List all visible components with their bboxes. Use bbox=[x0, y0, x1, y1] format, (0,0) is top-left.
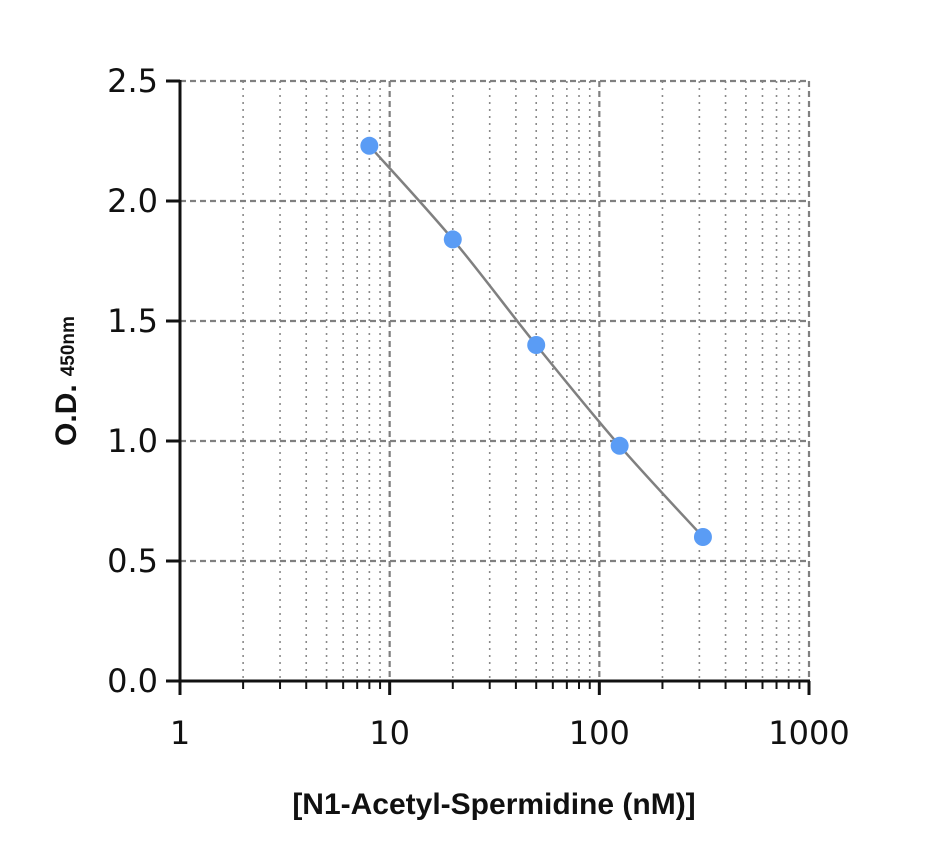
data-point bbox=[610, 436, 629, 455]
y-tick-label: 0.5 bbox=[107, 542, 158, 580]
y-tick-label: 0.0 bbox=[107, 662, 158, 700]
grid-lines bbox=[180, 79, 811, 681]
y-axis-title-group: O.D. 450nm bbox=[50, 316, 83, 446]
x-tick-label: 1 bbox=[170, 714, 190, 752]
y-tick-label: 2.0 bbox=[107, 182, 158, 220]
svg-text:O.D.450nm: O.D. 450nm bbox=[50, 316, 83, 446]
x-tick-label: 10 bbox=[369, 714, 410, 752]
data-points bbox=[360, 136, 712, 546]
data-point bbox=[693, 528, 712, 546]
x-tick-label: 1000 bbox=[768, 714, 849, 752]
y-axis-title: O.D. bbox=[50, 384, 83, 446]
data-point bbox=[443, 230, 462, 249]
y-tick-label: 2.5 bbox=[107, 62, 158, 100]
y-tick-label: 1.0 bbox=[107, 422, 158, 460]
data-point bbox=[527, 336, 546, 354]
axes bbox=[178, 80, 810, 683]
x-axis-title: [N1-Acetyl-Spermidine (nM)] bbox=[292, 788, 695, 821]
tick-labels: 1 10 100 1000 0.0 0.5 1.0 1.5 2.0 2.5 bbox=[107, 62, 850, 752]
y-tick-label: 1.5 bbox=[107, 302, 158, 340]
y-axis-title-subscript: 450nm bbox=[58, 316, 79, 376]
tick-marks bbox=[166, 79, 811, 695]
x-tick-label: 100 bbox=[569, 714, 630, 752]
data-point bbox=[360, 136, 379, 155]
